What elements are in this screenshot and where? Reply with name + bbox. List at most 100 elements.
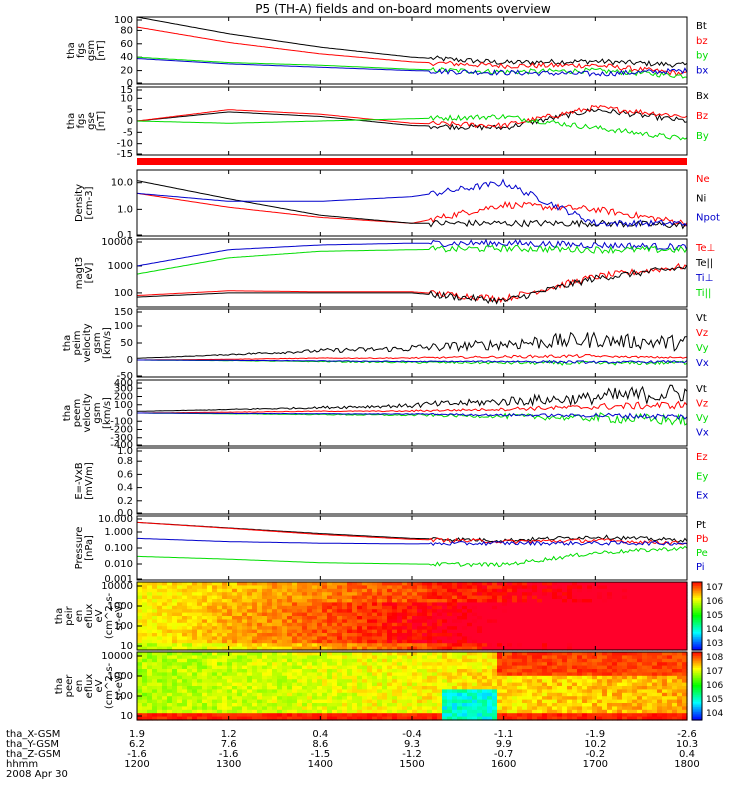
spectrogram-cell <box>537 599 543 603</box>
spectrogram-cell <box>412 679 418 684</box>
spectrogram-cell <box>662 592 668 597</box>
spectrogram-cell <box>572 602 578 607</box>
spectrogram-cell <box>652 588 658 593</box>
spectrogram-cell <box>612 585 618 590</box>
spectrogram-cell <box>162 682 168 687</box>
spectrogram-cell <box>632 709 638 714</box>
spectrogram-cell <box>577 636 583 641</box>
spectrogram-cell <box>237 622 243 627</box>
spectrogram-cell <box>437 609 443 614</box>
ephemeris-value: 10.2 <box>584 739 606 750</box>
spectrogram-cell <box>652 706 658 711</box>
spectrogram-cell <box>387 619 393 624</box>
spectrogram-cell <box>292 703 298 707</box>
spectrogram-cell <box>532 716 538 721</box>
spectrogram-cell <box>377 689 383 694</box>
spectrogram-cell <box>267 713 273 718</box>
spectrogram-cell <box>177 629 183 634</box>
spectrogram-cell <box>567 692 573 697</box>
spectrogram-cell <box>602 639 608 644</box>
spectrogram-cell <box>172 592 178 597</box>
spectrogram-cell <box>587 665 593 670</box>
spectrogram-cell <box>172 699 178 704</box>
spectrogram-cell <box>467 588 473 593</box>
spectrogram-cell <box>267 652 273 656</box>
spectrogram-cell <box>637 699 643 704</box>
spectrogram-cell <box>457 675 463 680</box>
spectrogram-cell <box>497 652 503 656</box>
spectrogram-cell <box>232 622 238 627</box>
spectrogram-cell <box>422 686 428 690</box>
spectrogram-cell <box>517 629 523 634</box>
spectrogram-cell <box>227 672 233 677</box>
spectrogram-cell <box>357 713 363 718</box>
spectrogram-cell <box>497 706 503 711</box>
spectrogram-cell <box>342 605 348 610</box>
spectrogram-cell <box>622 592 628 597</box>
spectrogram-cell <box>187 595 193 600</box>
spectrogram-cell <box>487 619 493 624</box>
spectrogram-cell <box>167 703 173 707</box>
spectrogram-cell <box>682 616 688 620</box>
spectrogram-cell <box>532 699 538 704</box>
spectrogram-cell <box>242 662 248 667</box>
spectrogram-cell <box>482 703 488 707</box>
spectrogram-cell <box>217 686 223 690</box>
spectrogram-cell <box>237 595 243 600</box>
spectrogram-cell <box>592 696 598 701</box>
y-tick-label: 0.8 <box>117 456 133 467</box>
spectrogram-cell <box>422 658 428 663</box>
y-tick-label: 400 <box>114 378 133 389</box>
colorbar-segment <box>692 680 702 684</box>
spectrogram-cell <box>432 639 438 644</box>
spectrogram-cell <box>147 706 153 711</box>
spectrogram-cell <box>222 658 228 663</box>
spectrogram-cell <box>537 689 543 694</box>
spectrogram-cell <box>402 689 408 694</box>
spectrogram-cell <box>157 709 163 714</box>
spectrogram-cell <box>407 612 413 617</box>
spectrogram-cell <box>172 582 178 586</box>
spectrogram-cell <box>337 626 343 631</box>
spectrogram-cell <box>287 612 293 617</box>
spectrogram-cell <box>322 709 328 714</box>
spectrogram-cell <box>527 622 533 627</box>
spectrogram-cell <box>172 595 178 600</box>
spectrogram-cell <box>267 709 273 714</box>
spectrogram-cell <box>312 696 318 701</box>
spectrogram-cell <box>232 609 238 614</box>
spectrogram-cell <box>227 709 233 714</box>
spectrogram-cell <box>277 639 283 644</box>
spectrogram-cell <box>337 658 343 663</box>
spectrogram-cell <box>367 686 373 690</box>
spectrogram-cell <box>392 599 398 603</box>
spectrogram-cell <box>502 605 508 610</box>
spectrogram-cell <box>152 585 158 590</box>
spectrogram-cell <box>202 605 208 610</box>
spectrogram-cell <box>412 682 418 687</box>
spectrogram-cell <box>392 622 398 627</box>
spectrogram-cell <box>427 612 433 617</box>
spectrogram-cell <box>537 633 543 637</box>
spectrogram-cell <box>392 658 398 663</box>
ephemeris-value: 1.2 <box>221 729 237 740</box>
spectrogram-cell <box>412 703 418 707</box>
spectrogram-cell <box>557 588 563 593</box>
spectrogram-cell <box>157 609 163 614</box>
spectrogram-cell <box>532 639 538 644</box>
spectrogram-cell <box>382 713 388 718</box>
spectrogram-cell <box>647 646 653 651</box>
spectrogram-cell <box>212 582 218 586</box>
spectrogram-cell <box>297 696 303 701</box>
series-Bx <box>136 108 688 131</box>
spectrogram-cell <box>622 703 628 707</box>
spectrogram-cell <box>407 669 413 673</box>
spectrogram-cell <box>622 658 628 663</box>
spectrogram-cell <box>442 619 448 624</box>
spectrogram-cell <box>357 706 363 711</box>
spectrogram-cell <box>227 652 233 656</box>
spectrogram-cell <box>152 592 158 597</box>
y-tick-label: 5 <box>127 105 133 116</box>
spectrogram-cell <box>232 636 238 641</box>
spectrogram-cell <box>342 616 348 620</box>
